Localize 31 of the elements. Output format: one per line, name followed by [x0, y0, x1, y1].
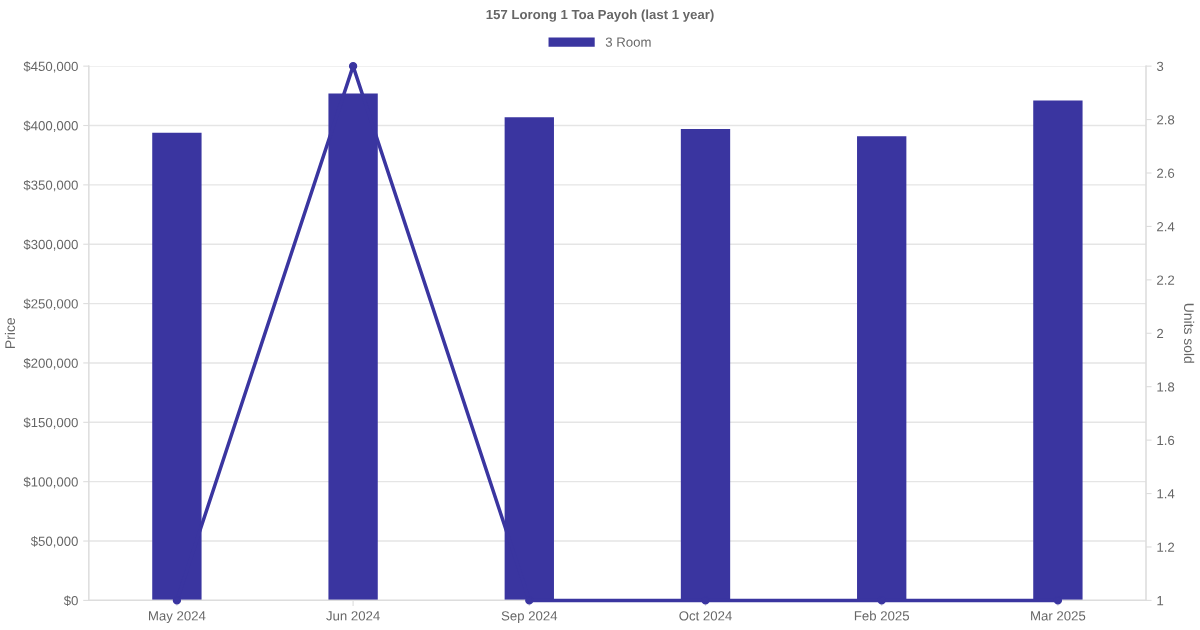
y2-tick-label: 2.2: [1157, 275, 1175, 285]
y2-tick-label: 2.4: [1157, 221, 1175, 232]
y-tick-label: $350,000: [23, 179, 78, 192]
y-tick-label: $250,000: [23, 298, 78, 311]
x-tick-label: Feb 2025: [854, 610, 910, 621]
x-tick-label: Jun 2024: [326, 611, 380, 621]
y2-tick-label: 1.2: [1157, 542, 1175, 552]
x-tick-label: May 2024: [149, 611, 206, 624]
y2-tick-label: 2: [1157, 328, 1164, 339]
y-tick-label: $50,000: [30, 536, 78, 548]
y-tick-label: $400,000: [23, 120, 78, 132]
y-tick-label: $450,000: [23, 61, 78, 73]
y2-tick-label: 1.4: [1157, 489, 1175, 499]
y2-axis-title: Units sold: [1184, 303, 1195, 363]
chart-title: 157 Lorong 1 Toa Payoh (last 1 year): [486, 9, 714, 22]
y-axis-title: Price: [4, 318, 16, 348]
x-tick-label: Oct 2024: [679, 611, 732, 621]
y-tick-label: $300,000: [23, 239, 78, 251]
y2-tick-label: 3: [1156, 61, 1164, 72]
y-tick-label: $150,000: [23, 417, 78, 429]
y2-tick-label: 1.8: [1157, 382, 1175, 392]
y2-tick-label: 1.6: [1157, 435, 1175, 446]
x-tick-label: Sep 2024: [501, 611, 558, 624]
y2-tick-label: 2.8: [1157, 115, 1175, 125]
y-tick-label: $100,000: [23, 476, 78, 489]
y-tick-label: $200,000: [23, 357, 78, 370]
y2-tick-label: 1: [1157, 596, 1164, 606]
x-tick-label: Mar 2025: [1031, 611, 1086, 621]
y2-tick-label: 2.6: [1157, 168, 1175, 178]
legend-label: 3 Room: [605, 37, 651, 47]
y-tick-label: $0: [63, 595, 78, 607]
